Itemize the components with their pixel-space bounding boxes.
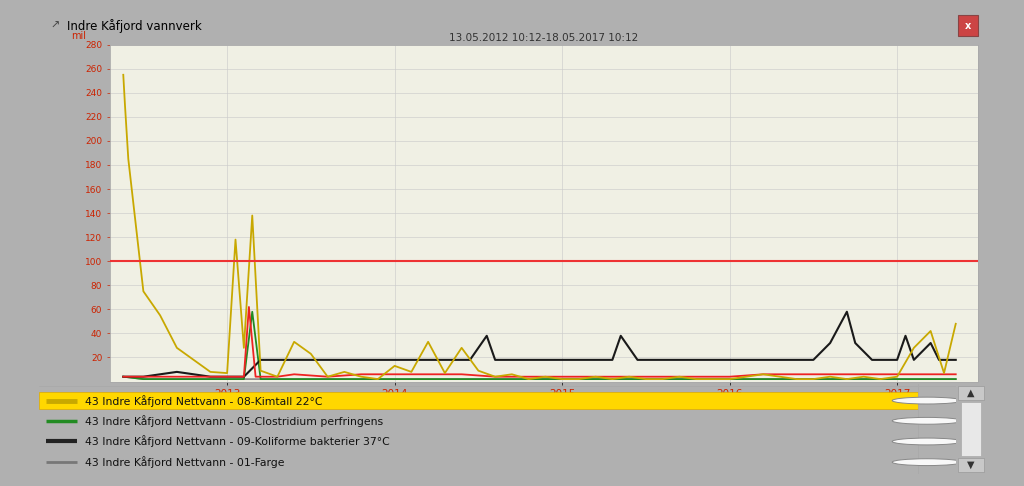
Text: Indre Kåfjord vannverk: Indre Kåfjord vannverk [68,19,202,33]
Text: 43 Indre Kåfjord Nettvann - 09-Koliforme bakterier 37°C: 43 Indre Kåfjord Nettvann - 09-Koliforme… [85,435,389,448]
Text: 43 Indre Kåfjord Nettvann - 08-Kimtall 22°C: 43 Indre Kåfjord Nettvann - 08-Kimtall 2… [85,395,323,406]
FancyBboxPatch shape [957,386,984,400]
FancyBboxPatch shape [957,15,979,36]
Title: 13.05.2012 10:12-18.05.2017 10:12: 13.05.2012 10:12-18.05.2017 10:12 [450,33,638,43]
Text: ↗: ↗ [50,21,59,31]
Text: ▼: ▼ [967,460,975,470]
Circle shape [892,417,962,424]
Circle shape [892,397,962,404]
Text: 43 Indre Kåfjord Nettvann - 01-Farge: 43 Indre Kåfjord Nettvann - 01-Farge [85,456,285,468]
FancyBboxPatch shape [957,458,984,472]
Text: mil: mil [71,31,86,41]
Circle shape [892,459,962,466]
Circle shape [892,438,962,445]
Text: x: x [965,21,971,31]
Text: 43 Indre Kåfjord Nettvann - 05-Clostridium perfringens: 43 Indre Kåfjord Nettvann - 05-Clostridi… [85,415,383,427]
FancyBboxPatch shape [961,402,981,456]
Text: ▲: ▲ [967,388,975,398]
FancyBboxPatch shape [39,392,918,410]
